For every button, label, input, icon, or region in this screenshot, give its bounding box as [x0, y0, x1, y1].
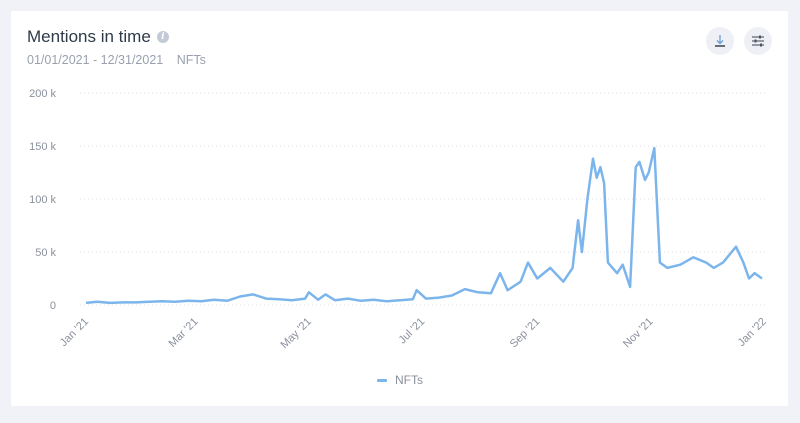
- y-tick-label: 150 k: [29, 141, 56, 153]
- x-tick-label: Jul '21: [397, 316, 428, 347]
- settings-button[interactable]: [744, 27, 772, 55]
- keyword-label: NFTs: [176, 53, 206, 67]
- download-button[interactable]: [706, 27, 734, 55]
- chart-title: Mentions in time i: [27, 27, 169, 47]
- sliders-icon: [752, 35, 764, 47]
- y-tick-label: 100 k: [29, 194, 56, 206]
- legend-swatch: [377, 378, 387, 382]
- legend-item-nfts[interactable]: NFTs: [377, 373, 423, 387]
- chart-subtitle: 01/01/2021 - 12/31/2021 NFTs: [27, 53, 206, 67]
- x-tick-label: Jan '22: [736, 316, 769, 349]
- download-icon: [715, 35, 725, 47]
- x-tick-label: Sep '21: [508, 316, 543, 351]
- line-chart: 0 50 k 100 k 150 k 200 k Jan '21 Mar '21 May '2…: [29, 88, 769, 351]
- x-tick-label: Nov '21: [621, 316, 656, 351]
- y-tick-label: 200 k: [29, 88, 56, 100]
- y-tick-label: 0: [50, 300, 56, 312]
- y-tick-label: 50 k: [35, 247, 56, 259]
- series-line-nfts[interactable]: [85, 146, 763, 305]
- x-tick-label: May '21: [278, 316, 313, 351]
- info-icon[interactable]: i: [156, 31, 169, 43]
- legend-label: NFTs: [395, 373, 423, 387]
- date-range: 01/01/2021 - 12/31/2021: [27, 53, 164, 67]
- x-tick-label: Mar '21: [167, 316, 201, 350]
- x-tick-label: Jan '21: [58, 316, 91, 349]
- title-text: Mentions in time: [27, 27, 151, 46]
